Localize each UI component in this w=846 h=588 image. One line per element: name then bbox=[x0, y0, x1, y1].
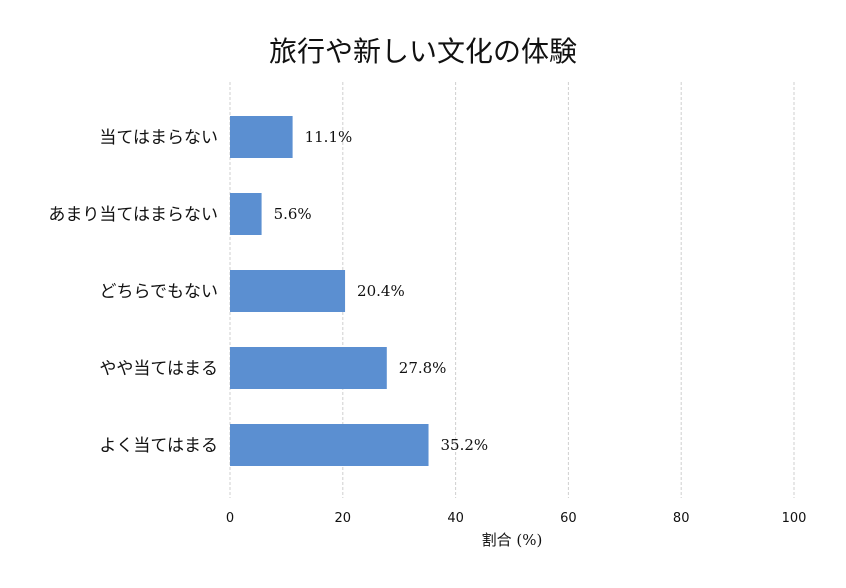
y-tick-label: どちらでもない bbox=[100, 282, 219, 302]
bar bbox=[230, 193, 262, 235]
bar bbox=[230, 424, 429, 466]
bar-value-label: 11.1% bbox=[305, 128, 353, 146]
bar-value-label: 20.4% bbox=[357, 282, 405, 300]
x-tick-label: 60 bbox=[560, 511, 577, 526]
bar bbox=[230, 347, 387, 389]
x-axis-label: 割合 (%) bbox=[482, 531, 543, 549]
bar-value-label: 5.6% bbox=[274, 205, 312, 223]
y-tick-label: よく当てはまる bbox=[99, 436, 218, 456]
y-tick-label: やや当てはまる bbox=[99, 359, 218, 379]
x-tick-label: 40 bbox=[447, 511, 464, 526]
x-tick-label: 100 bbox=[782, 511, 807, 526]
y-tick-label: あまり当てはまらない bbox=[48, 205, 218, 225]
y-tick-label: 当てはまらない bbox=[99, 128, 218, 148]
bar-value-label: 35.2% bbox=[441, 436, 489, 454]
x-tick-label: 0 bbox=[226, 511, 234, 526]
chart-title: 旅行や新しい文化の体験 bbox=[269, 35, 577, 68]
x-tick-label: 80 bbox=[673, 511, 690, 526]
x-tick-label: 20 bbox=[335, 511, 352, 526]
x-tick-layer: 0 20 40 60 80 100 bbox=[226, 511, 807, 526]
bar-value-label: 27.8% bbox=[399, 359, 447, 377]
bar bbox=[230, 116, 293, 158]
bar bbox=[230, 270, 346, 312]
bar-layer: 35.2% 27.8% 20.4% 5.6% 11.1% bbox=[230, 116, 488, 466]
